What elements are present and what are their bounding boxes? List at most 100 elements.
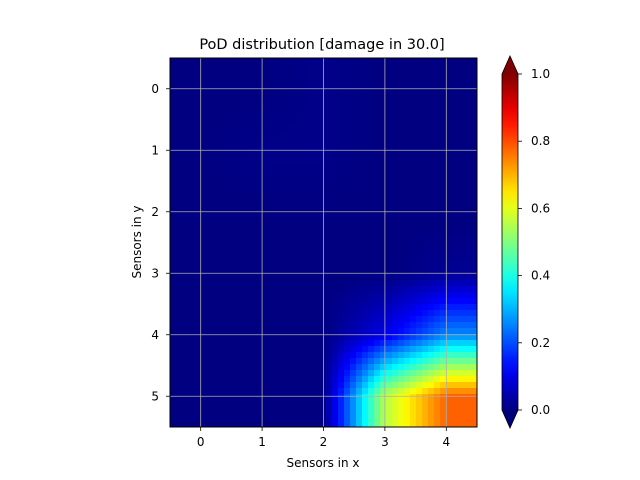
heatmap-pixel <box>326 292 333 299</box>
heatmap-pixel <box>464 124 471 131</box>
heatmap-pixel <box>446 100 453 107</box>
heatmap-pixel <box>302 166 309 173</box>
heatmap-pixel <box>182 178 189 185</box>
heatmap-pixel <box>374 316 381 323</box>
heatmap-pixel <box>182 268 189 275</box>
heatmap-pixel <box>422 286 429 293</box>
heatmap-pixel <box>464 202 471 209</box>
heatmap-pixel <box>392 184 399 191</box>
heatmap-pixel <box>452 244 459 251</box>
heatmap-pixel <box>332 220 339 227</box>
heatmap-pixel <box>278 232 285 239</box>
heatmap-pixel <box>236 136 243 143</box>
heatmap-pixel <box>266 358 273 365</box>
heatmap-pixel <box>470 226 477 233</box>
heatmap-pixel <box>392 262 399 269</box>
heatmap-pixel <box>458 64 465 71</box>
heatmap-pixel <box>368 232 375 239</box>
heatmap-pixel <box>374 370 381 377</box>
heatmap-pixel <box>266 412 273 419</box>
heatmap-pixel <box>392 322 399 329</box>
heatmap-pixel <box>398 400 405 407</box>
heatmap-pixel <box>470 370 477 377</box>
heatmap-pixel <box>212 346 219 353</box>
heatmap-pixel <box>470 124 477 131</box>
heatmap-pixel <box>236 202 243 209</box>
heatmap-pixel <box>458 160 465 167</box>
heatmap-pixel <box>392 130 399 137</box>
heatmap-pixel <box>434 256 441 263</box>
heatmap-pixel <box>368 112 375 119</box>
heatmap-pixel <box>272 88 279 95</box>
heatmap-pixel <box>398 136 405 143</box>
heatmap-pixel <box>260 376 267 383</box>
heatmap-pixel <box>188 118 195 125</box>
heatmap-pixel <box>428 316 435 323</box>
heatmap-pixel <box>260 130 267 137</box>
heatmap-pixel <box>296 376 303 383</box>
heatmap-pixel <box>308 322 315 329</box>
heatmap-pixel <box>386 280 393 287</box>
heatmap-pixel <box>194 214 201 221</box>
heatmap-pixel <box>458 412 465 419</box>
heatmap-pixel <box>344 82 351 89</box>
heatmap-pixel <box>296 178 303 185</box>
heatmap-pixel <box>194 262 201 269</box>
heatmap-pixel <box>410 148 417 155</box>
heatmap-pixel <box>212 334 219 341</box>
heatmap-pixel <box>206 310 213 317</box>
heatmap-pixel <box>410 400 417 407</box>
heatmap-pixel <box>416 76 423 83</box>
heatmap-pixel <box>380 58 387 65</box>
heatmap-pixel <box>218 142 225 149</box>
heatmap-pixel <box>272 334 279 341</box>
heatmap-pixel <box>182 148 189 155</box>
heatmap-pixel <box>182 214 189 221</box>
heatmap-pixel <box>200 406 207 413</box>
heatmap-pixel <box>386 298 393 305</box>
heatmap-pixel <box>470 184 477 191</box>
heatmap-pixel <box>200 358 207 365</box>
heatmap-pixel <box>440 154 447 161</box>
heatmap-pixel <box>302 412 309 419</box>
heatmap-pixel <box>224 160 231 167</box>
heatmap-pixel <box>272 358 279 365</box>
heatmap-pixel <box>398 268 405 275</box>
heatmap-pixel <box>260 76 267 83</box>
heatmap-pixel <box>368 196 375 203</box>
heatmap-pixel <box>284 154 291 161</box>
heatmap-pixel <box>446 226 453 233</box>
heatmap-pixel <box>338 112 345 119</box>
heatmap-pixel <box>182 112 189 119</box>
heatmap-pixel <box>440 262 447 269</box>
heatmap-pixel <box>260 190 267 197</box>
heatmap-pixel <box>308 136 315 143</box>
heatmap-pixel <box>356 310 363 317</box>
heatmap-pixel <box>236 304 243 311</box>
heatmap-pixel <box>176 70 183 77</box>
heatmap-pixel <box>266 94 273 101</box>
heatmap-pixel <box>428 208 435 215</box>
heatmap-pixel <box>278 160 285 167</box>
heatmap-pixel <box>308 148 315 155</box>
heatmap-pixel <box>188 256 195 263</box>
heatmap-pixel <box>182 346 189 353</box>
heatmap-pixel <box>242 220 249 227</box>
heatmap-pixel <box>440 238 447 245</box>
heatmap-pixel <box>392 142 399 149</box>
heatmap-pixel <box>278 148 285 155</box>
heatmap-pixel <box>206 328 213 335</box>
heatmap-pixel <box>386 346 393 353</box>
heatmap-pixel <box>170 142 177 149</box>
heatmap-pixel <box>230 64 237 71</box>
heatmap-pixel <box>302 226 309 233</box>
heatmap-pixel <box>452 376 459 383</box>
heatmap-pixel <box>296 214 303 221</box>
heatmap-pixel <box>452 136 459 143</box>
heatmap-pixel <box>302 202 309 209</box>
heatmap-pixel <box>338 160 345 167</box>
heatmap-pixel <box>188 124 195 131</box>
heatmap-pixel <box>182 292 189 299</box>
heatmap-pixel <box>422 154 429 161</box>
heatmap-pixel <box>308 88 315 95</box>
